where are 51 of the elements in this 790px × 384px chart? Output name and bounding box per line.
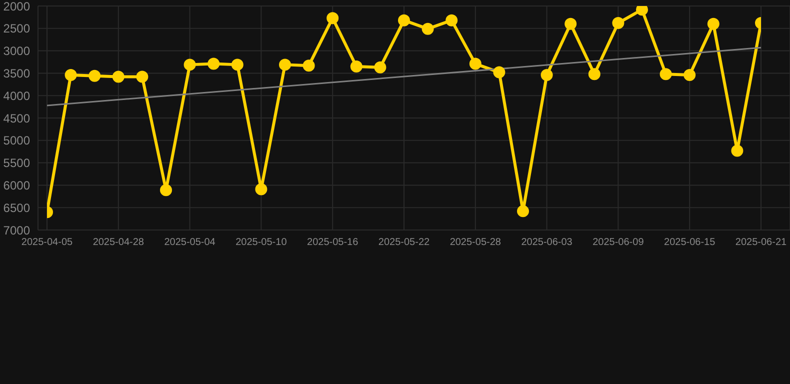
- point: [326, 12, 339, 24]
- y-tick-label: 3000: [3, 44, 30, 58]
- point: [731, 144, 744, 157]
- point: [540, 68, 553, 81]
- point: [588, 68, 600, 80]
- y-tick-label: 4500: [3, 111, 30, 126]
- x-tick-label: 2025-05-04: [164, 237, 216, 248]
- y-tick-label: 4000: [3, 88, 30, 103]
- y-tick-label: 6000: [3, 178, 30, 192]
- point: [184, 58, 196, 71]
- point: [279, 58, 291, 71]
- x-tick-label: 2025-06-03: [521, 237, 573, 248]
- y-tick-label: 5000: [3, 134, 30, 148]
- x-tick-label: 2025-05-10: [236, 237, 288, 248]
- x-tick-label: 2025-04-28: [92, 237, 144, 248]
- point: [446, 14, 458, 26]
- y-tick-label: 3500: [3, 66, 30, 80]
- point: [422, 22, 434, 35]
- x-tick-label: 2025-04-05: [21, 237, 74, 248]
- point: [660, 68, 672, 80]
- point: [136, 70, 148, 83]
- point: [707, 18, 720, 30]
- x-tick-label: 2025-06-15: [664, 237, 716, 248]
- x-tick-label: 2025-05-22: [378, 237, 430, 248]
- point: [684, 68, 696, 81]
- x-tick-label: 2025-05-16: [307, 237, 359, 248]
- point: [231, 58, 244, 71]
- point: [564, 18, 577, 30]
- point: [88, 70, 101, 82]
- y-tick-label: 2000: [3, 0, 30, 14]
- y-tick-label: 2500: [3, 22, 30, 36]
- x-tick-label: 2025-05-28: [450, 237, 502, 248]
- point: [64, 68, 77, 81]
- x-tick-label: 2025-06-21: [735, 237, 788, 248]
- point: [469, 58, 482, 70]
- point: [302, 60, 315, 72]
- point: [398, 14, 410, 26]
- y-tick-label: 6500: [3, 200, 30, 215]
- point: [112, 70, 124, 83]
- point: [374, 61, 386, 74]
- point: [493, 66, 506, 78]
- point: [160, 184, 172, 196]
- point: [208, 58, 220, 70]
- point: [612, 17, 624, 30]
- point: [255, 183, 268, 196]
- x-tick-label: 2025-06-09: [592, 237, 644, 248]
- y-tick-label: 5500: [3, 156, 30, 170]
- point: [350, 60, 362, 72]
- point: [636, 6, 648, 16]
- point: [517, 205, 529, 218]
- y-tick-label: 7000: [3, 223, 30, 238]
